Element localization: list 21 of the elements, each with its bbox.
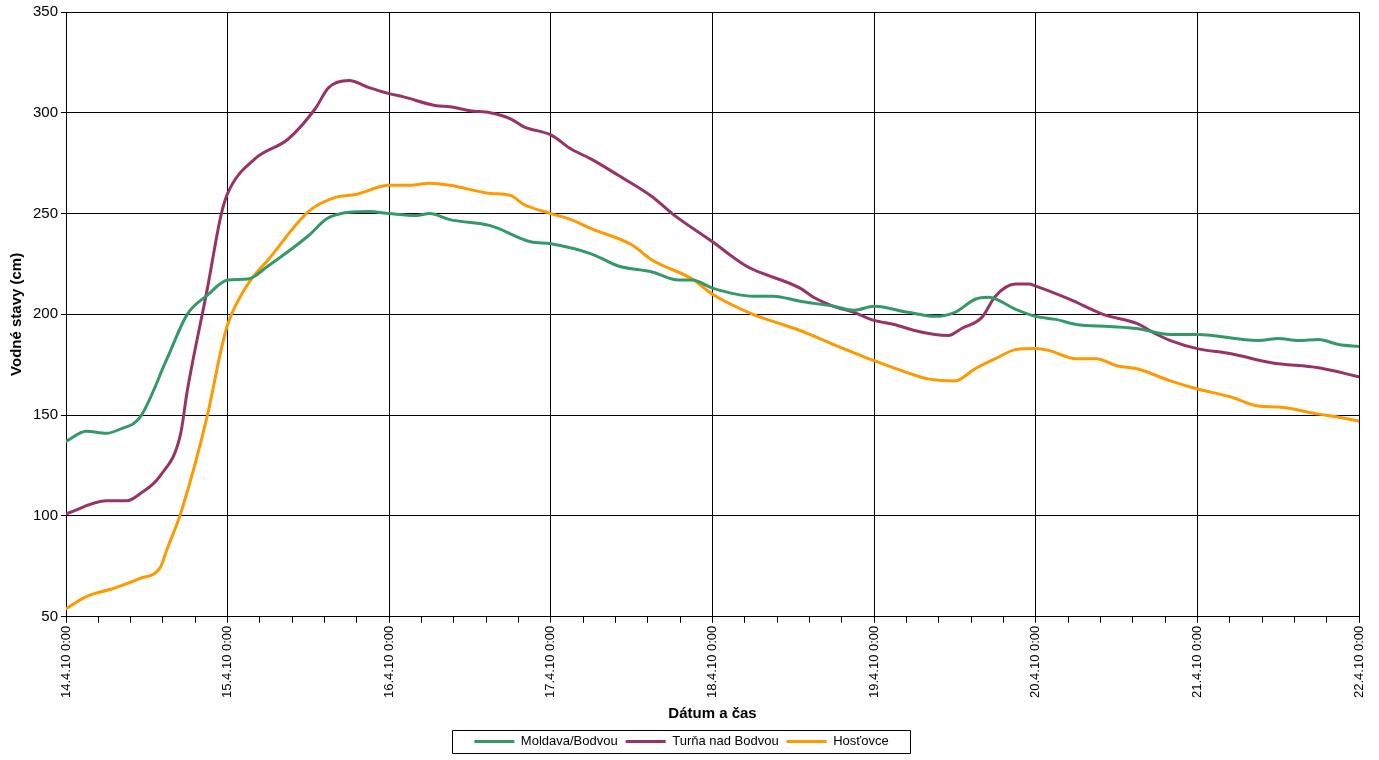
y-tick-label: 50 [41, 606, 59, 624]
y-tick-label: 250 [33, 203, 59, 221]
legend-label: Turňa nad Bodvou [672, 733, 779, 749]
y-tick-label: 150 [33, 405, 59, 423]
x-tick-label: 21.4.10 0:00 [1188, 625, 1204, 699]
y-tick-label: 350 [33, 2, 59, 20]
y-tick-label: 100 [33, 506, 59, 524]
x-tick-label: 19.4.10 0:00 [865, 625, 881, 699]
x-tick-label: 15.4.10 0:00 [219, 625, 235, 699]
legend-label: Moldava/Bodvou [520, 733, 618, 749]
y-axis-title: Vodné stavy (cm) [7, 252, 25, 376]
x-axis-title: Dátum a čas [668, 704, 757, 722]
x-tick-label: 14.4.10 0:00 [57, 625, 73, 699]
x-tick-label: 22.4.10 0:00 [1350, 625, 1366, 699]
x-tick-label: 20.4.10 0:00 [1027, 625, 1043, 699]
x-tick-label: 18.4.10 0:00 [704, 625, 720, 699]
x-tick-label: 16.4.10 0:00 [380, 625, 396, 699]
y-tick-label: 200 [33, 304, 59, 322]
x-tick-label: 17.4.10 0:00 [542, 625, 558, 699]
y-tick-label: 300 [33, 102, 59, 120]
legend-label: Hosťovce [833, 733, 889, 749]
